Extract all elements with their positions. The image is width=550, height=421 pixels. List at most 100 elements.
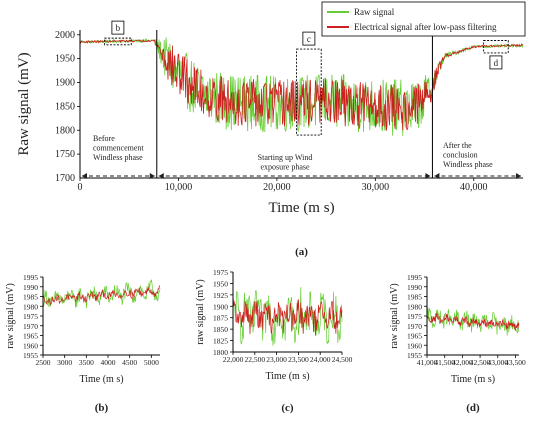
x-axis-title-b: Time (m s)	[79, 374, 123, 385]
chart-c: 1800 1825 1850 1875 1900 1925 1950 1975 22,000 22…	[195, 268, 353, 414]
panel-label-a: (a)	[295, 246, 308, 258]
x-tick-label-c: 24,000	[310, 355, 331, 364]
y-tick-label-a: 1900	[55, 78, 75, 89]
series-a-raw-line	[79, 37, 524, 136]
phase-text-1: Before	[93, 134, 115, 143]
x-tick-label-c: 22,000	[223, 355, 244, 364]
zoom-label-box-d	[489, 55, 503, 70]
y-tick-label-c: 1900	[213, 302, 228, 311]
y-tick-label-c: 1825	[213, 337, 228, 346]
legend-box	[321, 1, 526, 37]
y-tick-label-b: 1995	[23, 273, 38, 282]
series-a-filtered-line	[79, 38, 524, 131]
chart-a: 1750 1800 1850 1900 1950 2000 0 10,000 20,000 30,…	[16, 1, 526, 258]
x-tick-label-b: 3500	[79, 358, 94, 367]
y-axis-title-a: Raw signal (mV)	[16, 52, 32, 155]
y-axis-title-d: raw signal (mV)	[389, 283, 400, 349]
panel-label-d: (d)	[466, 402, 480, 414]
y-tick-label-b: 1970	[23, 322, 38, 331]
series-b-filtered-line	[42, 285, 160, 306]
y-tick-label-d: 1980	[407, 302, 422, 311]
x-tick-label-d: 42,000	[452, 358, 473, 367]
x-tick-label-d: 41,500	[434, 358, 455, 367]
phase-text-2: Starting up Wind	[258, 153, 313, 162]
phase-text-1: commencement	[93, 144, 144, 153]
legend: Raw signal Electrical signal after low-pa…	[321, 1, 526, 37]
y-tick-label-c: 1950	[213, 279, 228, 288]
y-tick-label-c: 1925	[213, 291, 228, 300]
series-d-raw-line	[426, 307, 520, 336]
y-tick-label-d: 1965	[407, 332, 422, 341]
x-axis-title-a: Time (m s)	[268, 200, 334, 216]
x-tick-label-b: 3000	[57, 358, 72, 367]
phase-text-3: Windless phase	[443, 160, 493, 169]
arrowhead-right	[425, 173, 431, 179]
zoom-label-b: b	[116, 23, 121, 33]
series-d-filtered-line	[426, 312, 520, 331]
y-tick-label-d: 1995	[407, 273, 422, 282]
y-tick-label-c: 1850	[213, 325, 228, 334]
panel-label-b: (b)	[95, 402, 109, 414]
zoom-box-d	[483, 40, 509, 54]
panel-label-c: (c)	[281, 402, 294, 414]
y-tick-label-d: 1970	[407, 322, 422, 331]
y-tick-label-a: 2000	[55, 30, 75, 41]
phase-text-1: Windless phase	[93, 153, 143, 162]
zoom-label-box-c	[302, 31, 316, 46]
x-tick-label-b: 4000	[101, 358, 116, 367]
y-tick-label-c: 1800	[213, 348, 228, 357]
x-tick-label-c: 22,500	[244, 355, 265, 364]
y-tick-label-b: 1975	[23, 312, 38, 321]
y-tick-label-d: 1975	[407, 312, 422, 321]
x-tick-label-a: 10,000	[165, 182, 193, 193]
arrowhead-left	[82, 173, 87, 179]
series-c-filtered-line	[232, 299, 343, 336]
zoom-label-c: c	[307, 34, 311, 44]
arrowhead-left	[158, 173, 164, 179]
x-tick-label-d: 41,000	[417, 358, 438, 367]
zoom-label-box-b	[111, 20, 125, 35]
x-tick-label-a: 40,000	[460, 182, 488, 193]
y-tick-label-a: 1750	[55, 149, 75, 160]
arrowhead-right	[516, 173, 521, 179]
y-tick-label-b: 1965	[23, 332, 38, 341]
zoom-label-d: d	[494, 58, 499, 68]
x-tick-label-c: 23,500	[288, 355, 309, 364]
y-tick-label-d: 1985	[407, 293, 422, 302]
y-tick-label-a: 1850	[55, 101, 75, 112]
legend-label-filtered: Electrical signal after low-pass filteri…	[354, 22, 497, 32]
y-tick-label-b: 1990	[23, 283, 38, 292]
y-tick-label-b: 1980	[23, 302, 38, 311]
y-axis-title-c: raw signal (mV)	[195, 279, 206, 345]
zoom-box-c	[296, 48, 322, 136]
arrowhead-right	[149, 173, 155, 179]
y-tick-label-d: 1955	[407, 351, 422, 360]
y-tick-label-d: 1990	[407, 283, 422, 292]
y-tick-label-c: 1975	[213, 268, 228, 277]
y-tick-label-b: 1955	[23, 351, 38, 360]
phase-text-2: exposure phase	[260, 163, 310, 172]
series-c-raw-line	[232, 287, 343, 346]
x-axis-title-c: Time (m s)	[265, 371, 309, 382]
phase-text-3: conclusion	[443, 151, 478, 160]
x-tick-label-a: 0	[78, 182, 83, 193]
series-b-raw-line	[42, 279, 161, 309]
x-tick-label-d: 43,000	[487, 358, 508, 367]
y-tick-label-b: 1985	[23, 293, 38, 302]
x-axis-title-d: Time (m s)	[451, 374, 495, 385]
y-tick-label-a: 1800	[55, 125, 75, 136]
y-axis-title-b: raw signal (mV)	[5, 283, 16, 349]
y-tick-label-1700: 1700	[55, 173, 75, 184]
y-tick-label-b: 1960	[23, 341, 38, 350]
x-tick-label-a: 20,000	[263, 182, 291, 193]
x-tick-label-a: 30,000	[362, 182, 390, 193]
y-tick-label-a: 1950	[55, 54, 75, 65]
x-tick-label-c: 23,000	[266, 355, 287, 364]
x-tick-label-d: 43,500	[505, 358, 526, 367]
arrowhead-left	[434, 173, 440, 179]
x-tick-label-b: 2500	[36, 358, 51, 367]
y-tick-label-d: 1960	[407, 341, 422, 350]
